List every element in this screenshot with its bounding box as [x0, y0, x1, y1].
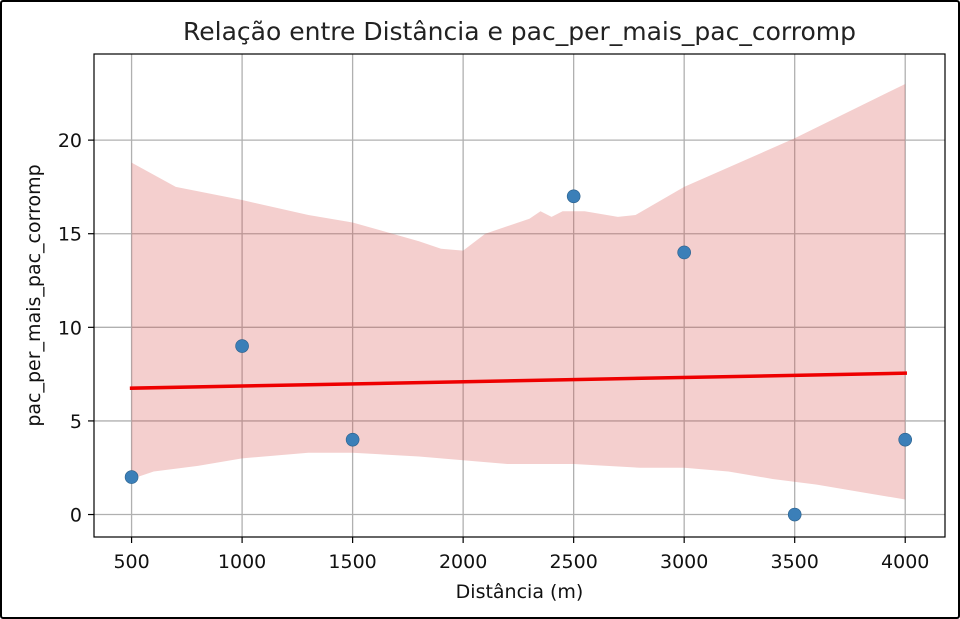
axes: 500 1000 1500 2000 2500 3000 3500 4000 0 5 10 15 20: [58, 130, 930, 573]
data-point: [345, 432, 360, 447]
scatter-points: [124, 189, 913, 522]
x-tick-label: 4000: [881, 551, 929, 573]
data-point: [124, 470, 139, 484]
x-tick-label: 1000: [218, 551, 266, 573]
regression-line: [129, 371, 907, 390]
chart-title: Relação entre Distância e pac_per_mais_p…: [183, 17, 856, 46]
x-tick-label: 2500: [549, 551, 597, 573]
x-tick-label: 2000: [439, 551, 487, 573]
data-point: [898, 432, 913, 447]
y-tick-label: 5: [70, 411, 82, 433]
y-axis-label: pac_per_mais_pac_corromp: [23, 164, 45, 426]
y-tick-label: 20: [58, 130, 82, 152]
data-point: [787, 507, 802, 522]
y-tick-label: 10: [58, 317, 82, 339]
y-tick-label: 0: [70, 505, 82, 527]
x-tick-label: 1500: [328, 551, 376, 573]
grid: [94, 54, 945, 537]
y-tick-label: 15: [58, 224, 82, 246]
x-tick-label: 3000: [660, 551, 708, 573]
x-tick-label: 500: [113, 551, 149, 573]
plot-area-border: [93, 53, 946, 538]
confidence-band-layer: [131, 83, 906, 500]
regression-line-layer: [129, 371, 907, 390]
data-point: [566, 189, 581, 204]
confidence-band: [131, 83, 906, 500]
x-tick-label: 3500: [771, 551, 819, 573]
data-point: [677, 245, 691, 260]
data-point: [235, 339, 249, 353]
x-axis-label: Distância (m): [456, 581, 584, 603]
